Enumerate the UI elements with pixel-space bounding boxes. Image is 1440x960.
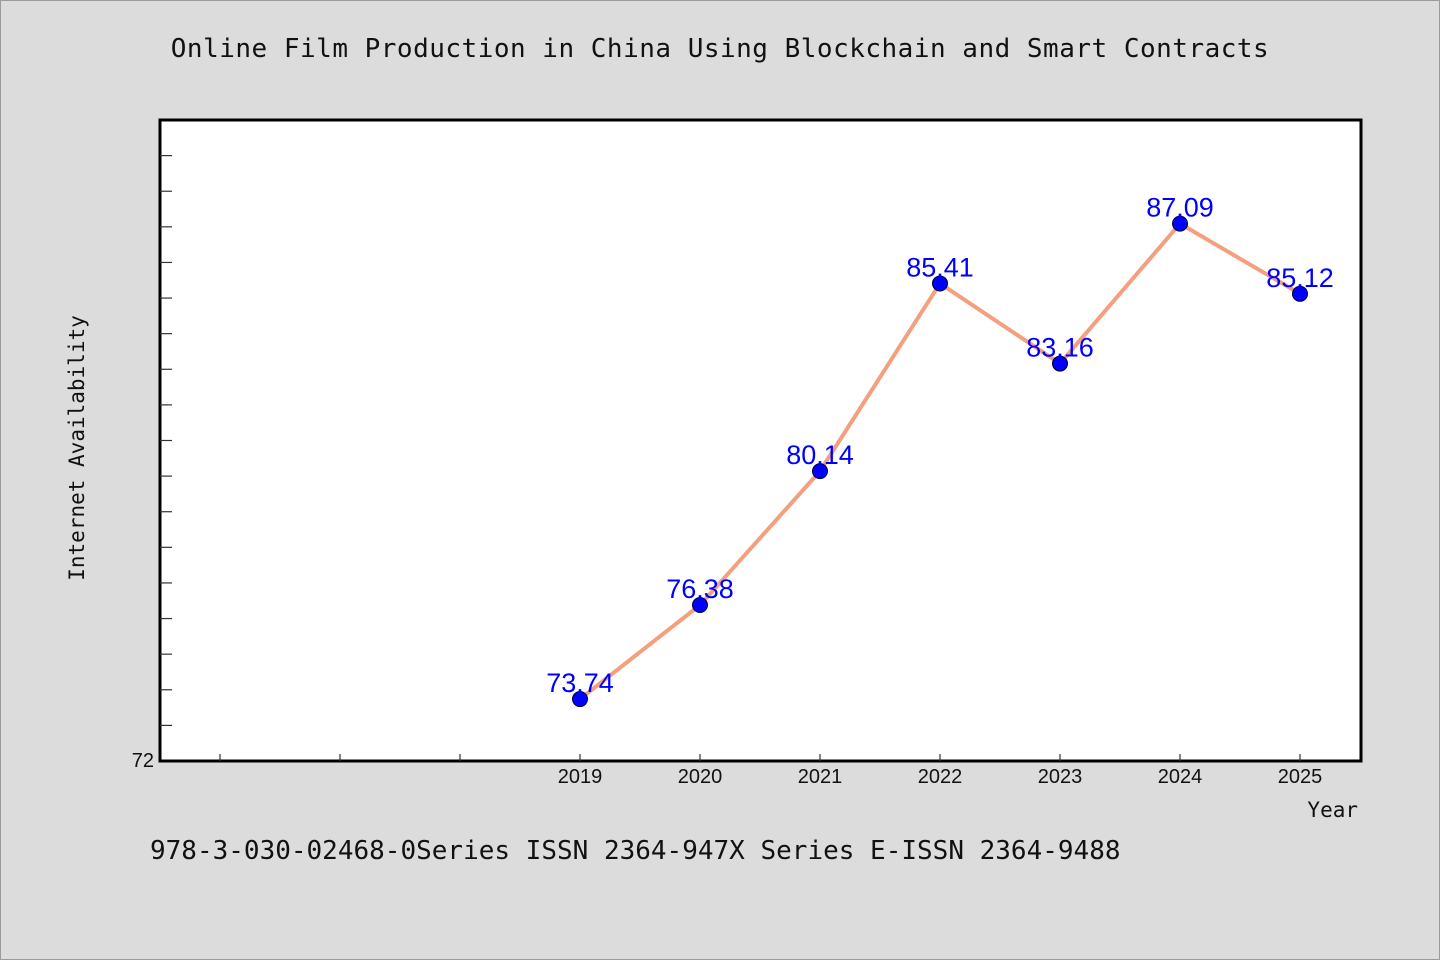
x-tick-label: 2024 (1158, 766, 1203, 788)
x-tick-label: 2025 (1278, 766, 1323, 788)
data-point (1172, 215, 1188, 232)
chart-title: Online Film Production in China Using Bl… (170, 34, 1270, 64)
plot-area (158, 118, 1363, 763)
data-labels: 73.74 76.38 80.14 85.41 83.16 87.09 85.12 (546, 193, 1334, 698)
x-tick-label: 2020 (678, 766, 723, 788)
data-label: 85.12 (1266, 263, 1334, 293)
data-label: 73.74 (546, 668, 614, 698)
data-point (1292, 285, 1308, 302)
x-axis-ticks: 2019 2020 2021 2022 2023 2024 2025 (219, 754, 1323, 788)
data-point (572, 691, 588, 708)
series-layer (572, 215, 1308, 708)
data-label: 87.09 (1146, 193, 1214, 223)
x-tick-label: 2019 (558, 766, 603, 788)
x-tick-label: 2022 (918, 766, 963, 788)
footer-isbn-text: 978-3-030-02468-0Series ISSN 2364-947X S… (150, 836, 1121, 866)
data-label: 80.14 (786, 440, 854, 470)
x-tick-label: 2023 (1038, 766, 1083, 788)
data-point (932, 275, 948, 292)
y-axis-title: Internet Availability (65, 315, 89, 581)
y-axis-ticks: 72 (132, 155, 172, 772)
data-label: 83.16 (1026, 333, 1094, 363)
data-label: 85.41 (906, 252, 974, 282)
data-point (812, 463, 828, 480)
y-tick-label: 72 (132, 750, 154, 772)
x-tick-label: 2021 (798, 766, 843, 788)
x-axis-title: Year (1307, 798, 1358, 822)
data-label: 76.38 (666, 574, 734, 604)
data-point (1052, 355, 1068, 372)
data-point (692, 597, 708, 614)
